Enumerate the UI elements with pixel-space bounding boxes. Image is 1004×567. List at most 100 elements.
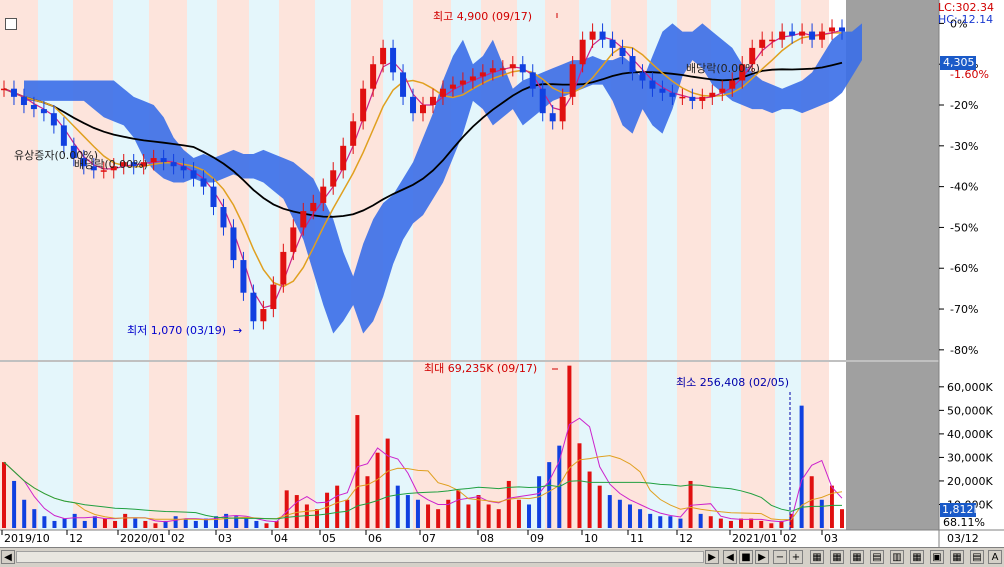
layout-icon-7[interactable]: ▣ bbox=[930, 550, 944, 564]
period-band-volume bbox=[315, 362, 351, 530]
volume-bar bbox=[224, 513, 229, 528]
price-tick-label: -60% bbox=[950, 262, 978, 275]
candle-body bbox=[569, 64, 576, 97]
x-tick-label: 03/12 bbox=[947, 532, 979, 545]
x-axis: 2019/10 12 2020/01 02 03 04 05 06 07 08 09 10 11 12 20… bbox=[1, 530, 979, 545]
step-back-button[interactable]: ◀ bbox=[723, 550, 737, 564]
layout-icon-1[interactable]: ▦ bbox=[810, 550, 824, 564]
volume-bar bbox=[335, 485, 340, 528]
layout-icon-9[interactable]: ▤ bbox=[970, 550, 984, 564]
volume-bar bbox=[375, 452, 380, 528]
scrollbar-track[interactable] bbox=[16, 551, 704, 563]
candle-body bbox=[70, 145, 77, 159]
volume-bar bbox=[769, 523, 774, 528]
annotation-ex-dividend-2: 배당락(0.00%) bbox=[686, 62, 760, 75]
volume-bar bbox=[688, 480, 693, 528]
candle-body bbox=[100, 170, 107, 172]
price-tick-label: -20% bbox=[950, 99, 978, 112]
x-tick-label: 12 bbox=[679, 532, 693, 545]
candle-body bbox=[260, 309, 267, 322]
layout-icon-3[interactable]: ▦ bbox=[850, 550, 864, 564]
grid-icon[interactable] bbox=[5, 18, 17, 30]
volume-bar bbox=[476, 495, 481, 528]
price-tick-label: -80% bbox=[950, 344, 978, 357]
period-band bbox=[545, 0, 579, 360]
candle-body bbox=[839, 27, 845, 32]
chart-canvas[interactable]: 0%-10%-20%-30%-40%-50%-60%-70%-80% 60,00… bbox=[0, 0, 1004, 547]
volume-bar bbox=[527, 504, 532, 528]
layout-icon-5[interactable]: ▥ bbox=[890, 550, 904, 564]
period-band-volume bbox=[647, 362, 677, 530]
x-tick-label: 07 bbox=[422, 532, 436, 545]
layout-icon-6[interactable]: ▦ bbox=[910, 550, 924, 564]
volume-bar bbox=[506, 480, 511, 528]
candle-body bbox=[310, 202, 317, 212]
volume-bar bbox=[466, 504, 471, 528]
candle-body bbox=[819, 31, 826, 40]
chart-toolbar: ◀ ▶ ◀ ■ ▶ − + ▦ ▦ ▦ ▤ ▥ ▦ ▣ ▦ ▤ A bbox=[0, 547, 1004, 567]
volume-bar bbox=[749, 518, 754, 528]
period-band-volume bbox=[775, 362, 801, 530]
future-area-volume bbox=[846, 362, 939, 530]
candle-body bbox=[50, 113, 57, 126]
candle-body bbox=[529, 72, 536, 89]
price-high-label: 최고 4,900 (09/17) bbox=[433, 10, 533, 23]
candle-body bbox=[749, 47, 756, 65]
candle-body bbox=[270, 284, 277, 310]
zoom-in-button[interactable]: + bbox=[789, 550, 803, 564]
volume-bar bbox=[638, 509, 643, 528]
volume-tick-label: 60,000K bbox=[947, 381, 993, 394]
layout-icon-4[interactable]: ▤ bbox=[870, 550, 884, 564]
scroll-left-button[interactable]: ◀ bbox=[1, 550, 15, 564]
volume-bar bbox=[739, 518, 744, 528]
step-forward-button[interactable]: ▶ bbox=[755, 550, 769, 564]
volume-bar bbox=[607, 495, 612, 528]
last-price-badge bbox=[940, 56, 976, 70]
font-settings-icon[interactable]: A bbox=[988, 550, 1002, 564]
period-bands bbox=[0, 0, 829, 530]
volume-bar bbox=[52, 520, 57, 528]
period-band-volume bbox=[711, 362, 741, 530]
x-tick-label: 05 bbox=[322, 532, 336, 545]
volume-bar bbox=[385, 438, 390, 528]
volume-bar bbox=[62, 518, 67, 528]
stop-button[interactable]: ■ bbox=[739, 550, 753, 564]
candle-body bbox=[330, 170, 337, 187]
candle-body bbox=[619, 47, 626, 57]
layout-icon-8[interactable]: ▦ bbox=[950, 550, 964, 564]
candle-body bbox=[230, 227, 237, 261]
scroll-right-button[interactable]: ▶ bbox=[705, 550, 719, 564]
period-band bbox=[38, 0, 73, 360]
volume-bar bbox=[627, 504, 632, 528]
candle-body bbox=[170, 162, 177, 167]
volume-bar bbox=[183, 518, 188, 528]
zoom-out-button[interactable]: − bbox=[773, 550, 787, 564]
volume-bar bbox=[577, 443, 582, 528]
period-band bbox=[0, 0, 38, 360]
volume-bar bbox=[617, 499, 622, 528]
cloud-area bbox=[24, 23, 862, 334]
candle-body bbox=[130, 162, 137, 167]
price-candles bbox=[1, 19, 845, 330]
x-tick-label: 03 bbox=[824, 532, 838, 545]
volume-bar bbox=[123, 513, 128, 528]
volume-ma-long bbox=[3, 461, 842, 520]
candle-body bbox=[769, 39, 776, 42]
volume-bar bbox=[294, 495, 299, 528]
candle-body bbox=[679, 96, 686, 99]
ichimoku-cloud bbox=[24, 23, 862, 334]
volume-bar bbox=[365, 476, 370, 528]
candle-body bbox=[210, 186, 217, 208]
volume-bar bbox=[415, 499, 420, 528]
period-band-volume bbox=[0, 362, 38, 530]
period-band-volume bbox=[217, 362, 249, 530]
candle-body bbox=[469, 76, 476, 81]
volume-bar bbox=[728, 520, 733, 528]
candle-body bbox=[110, 166, 117, 171]
volume-bar bbox=[587, 471, 592, 528]
annotation-ex-dividend-1: 배당락(0.00%) bbox=[74, 158, 148, 171]
volume-bar bbox=[708, 516, 713, 528]
period-band-volume bbox=[73, 362, 113, 530]
x-tick-label: 2021/01 bbox=[732, 532, 778, 545]
layout-icon-2[interactable]: ▦ bbox=[830, 550, 844, 564]
